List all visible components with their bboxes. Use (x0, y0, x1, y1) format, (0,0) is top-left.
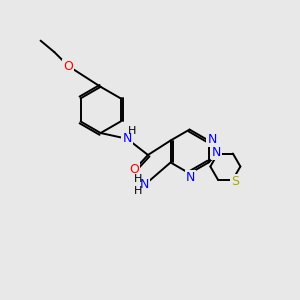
Text: H: H (128, 126, 136, 136)
Text: H: H (134, 173, 142, 184)
Text: N: N (186, 171, 195, 184)
Text: N: N (140, 178, 149, 191)
Text: N: N (212, 146, 221, 159)
Text: O: O (129, 164, 139, 176)
Text: H: H (134, 187, 142, 196)
Text: N: N (207, 133, 217, 146)
Text: N: N (122, 132, 132, 145)
Text: O: O (63, 59, 73, 73)
Text: S: S (231, 175, 239, 188)
